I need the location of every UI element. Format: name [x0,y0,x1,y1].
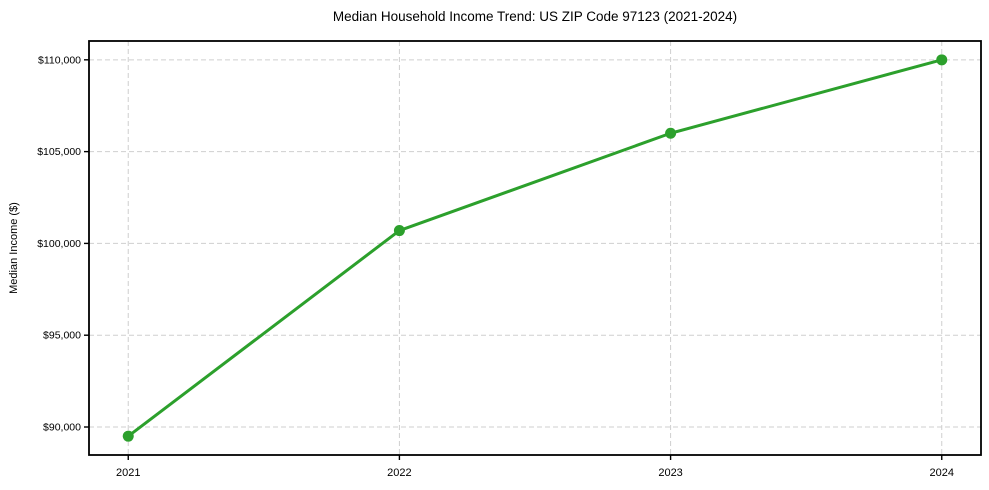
chart-title: Median Household Income Trend: US ZIP Co… [333,9,737,24]
x-tick-label: 2021 [116,467,140,479]
y-tick-label: $105,000 [37,146,81,158]
data-point [665,127,677,139]
series-line [126,58,944,438]
x-tick-label: 2023 [658,467,682,479]
x-tick-label: 2022 [387,467,411,479]
grid-layer [89,41,981,455]
y-axis-label: Median Income ($) [8,202,20,294]
plot-border [88,40,982,456]
y-tick-label: $110,000 [38,54,81,66]
data-point [122,430,134,442]
y-tick-label: $100,000 [37,238,81,250]
y-tick-label: $90,000 [43,422,81,434]
data-point [393,225,405,237]
axes-layer: $90,000 $95,000 $100,000 $105,000 $110,000 20… [37,40,982,479]
series-layer [122,54,948,442]
y-tick-label: $95,000 [43,330,81,342]
x-tick-label: 2024 [930,467,954,479]
data-point [936,54,948,66]
